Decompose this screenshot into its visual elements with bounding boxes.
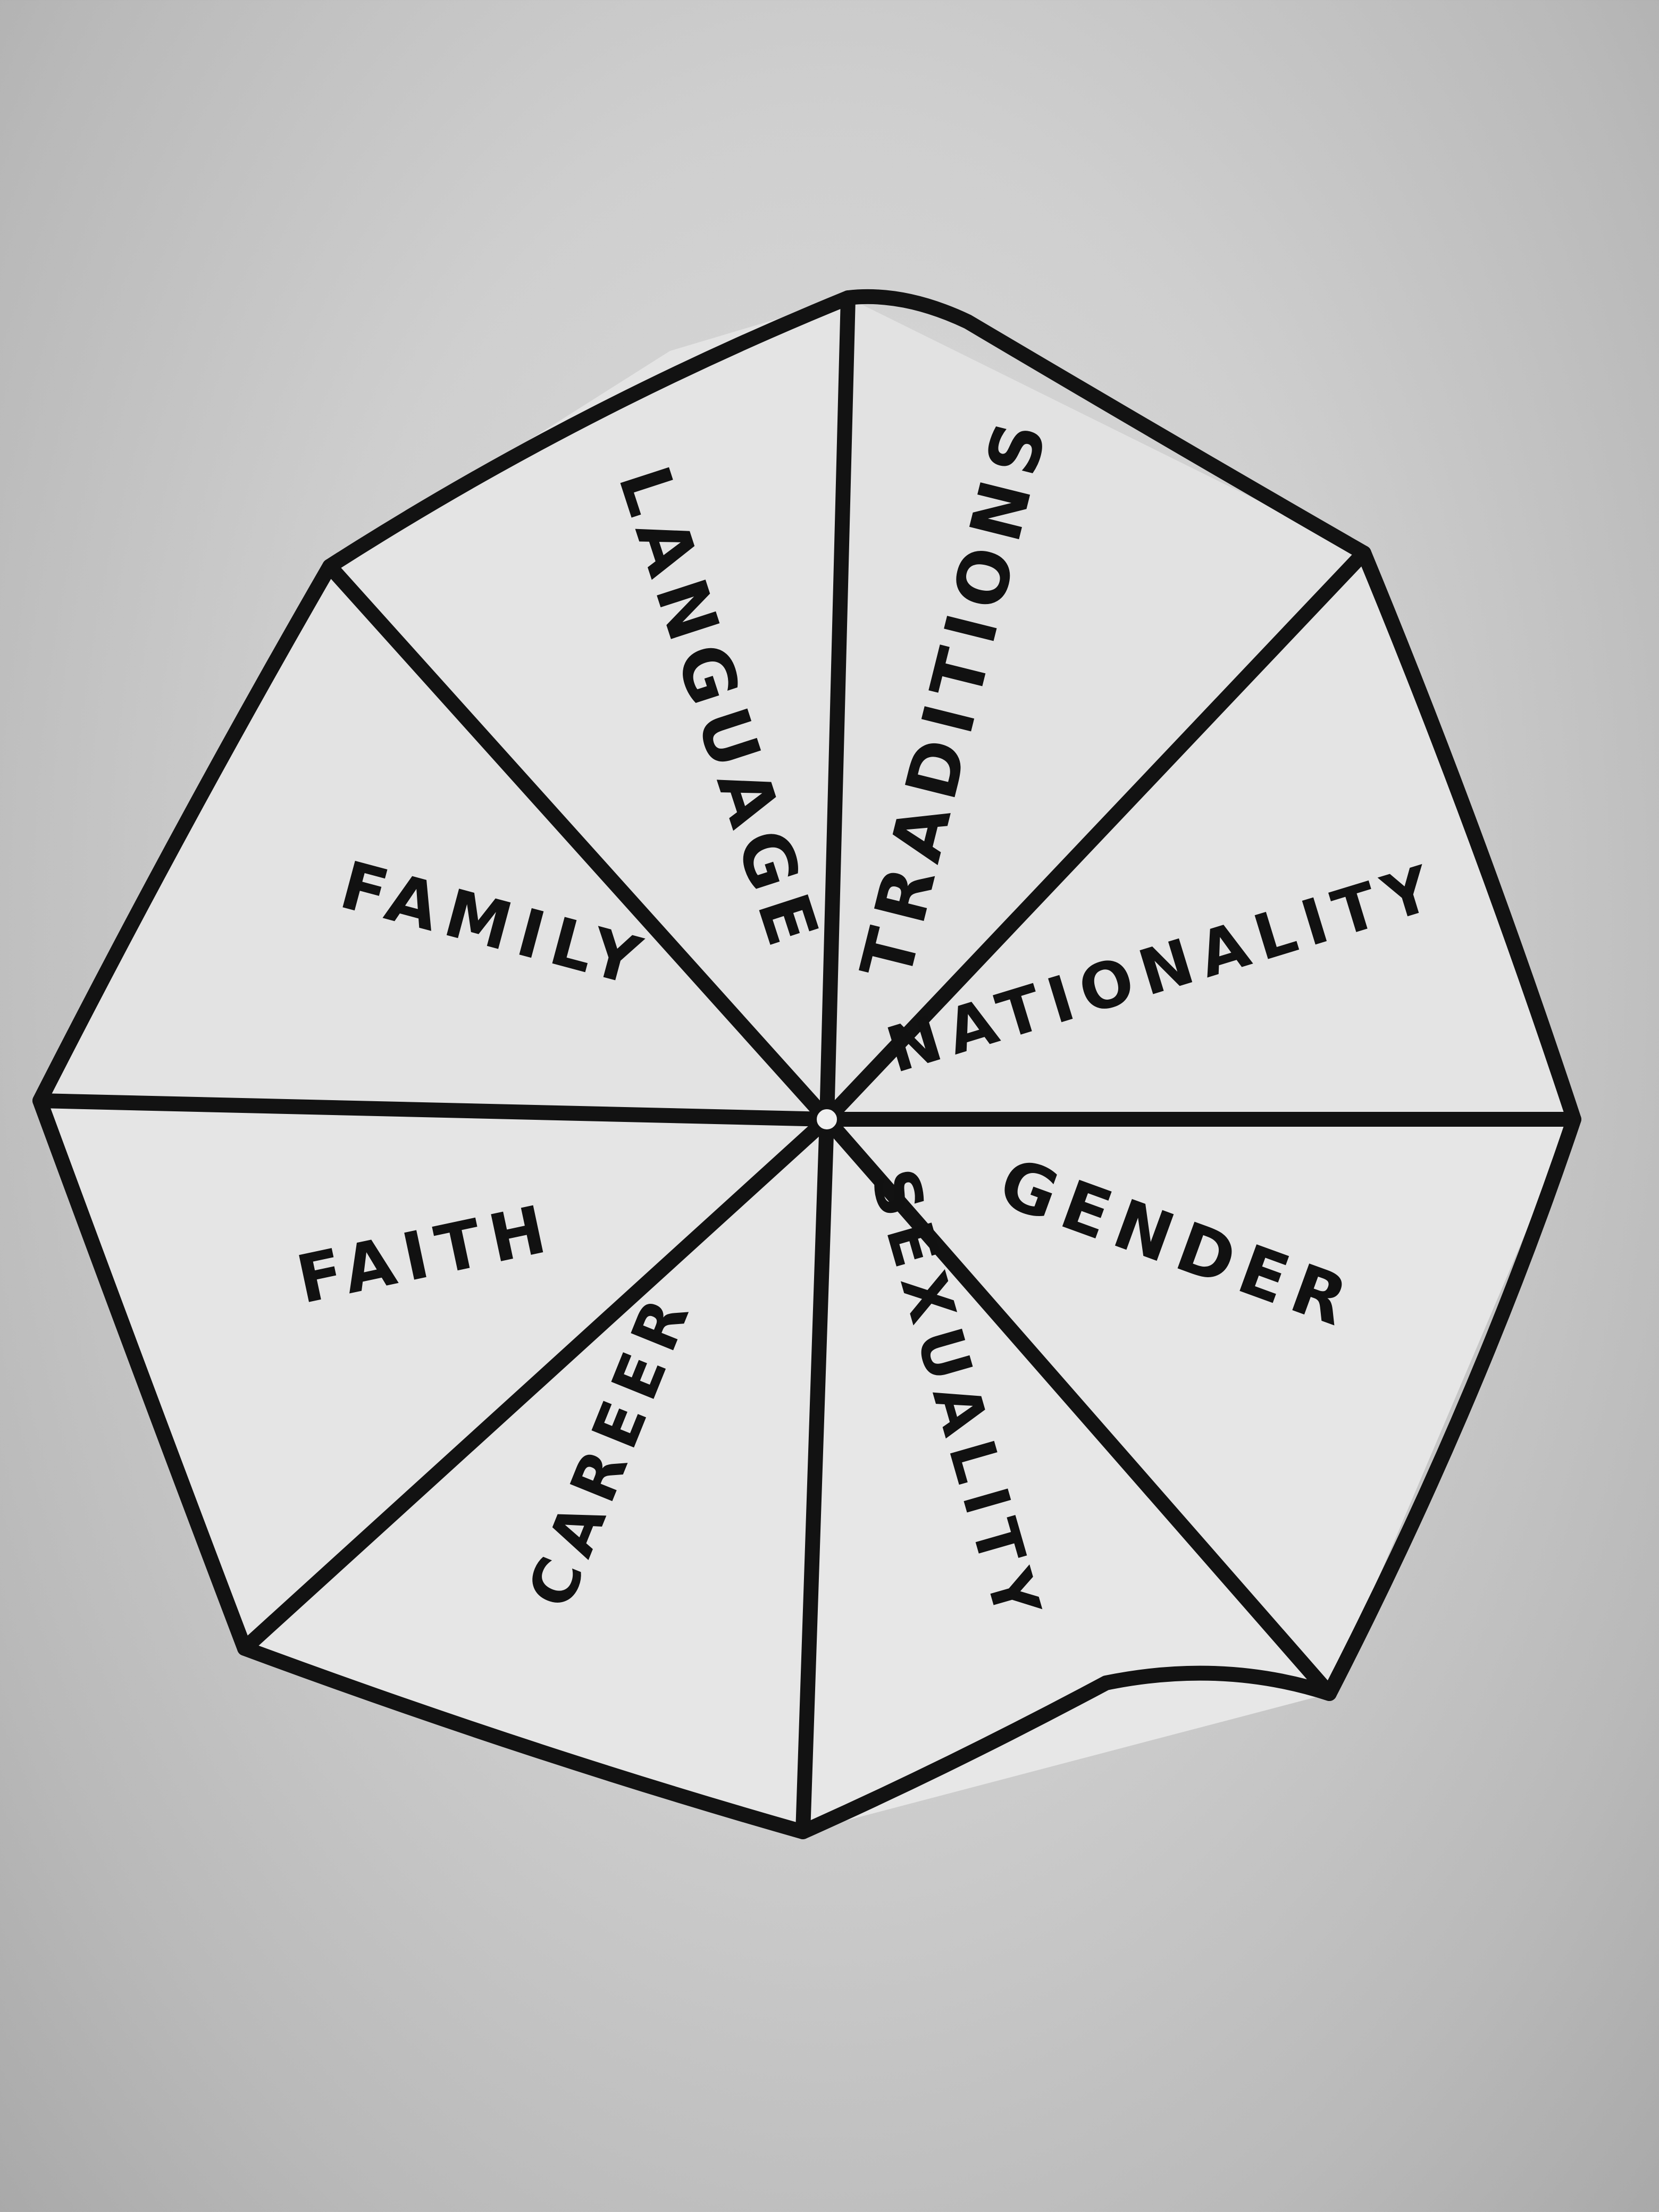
rib-top-left <box>322 559 834 1127</box>
umbrella-ribs <box>32 290 1581 1839</box>
rib-bottom-left <box>237 1112 834 1656</box>
umbrella-rim <box>32 289 1581 1839</box>
rib-top-right <box>819 546 1371 1127</box>
wedge-traditions <box>827 298 1364 1119</box>
wedge-fills <box>40 298 1574 1832</box>
wedge-language <box>330 298 848 1119</box>
wedge-nationality <box>827 553 1574 1119</box>
wedge-sexuality <box>803 1119 1329 1832</box>
rib-left <box>32 1093 834 1127</box>
wedge-career <box>245 1119 827 1832</box>
rib-bottom-right <box>819 1112 1337 1701</box>
wedge-family <box>40 566 827 1119</box>
rib-bottom <box>795 1112 834 1839</box>
wedge-gender <box>827 1119 1574 1694</box>
wedge-faith <box>40 1101 827 1648</box>
rib-top <box>819 290 856 1127</box>
umbrella-hub <box>809 1102 844 1137</box>
